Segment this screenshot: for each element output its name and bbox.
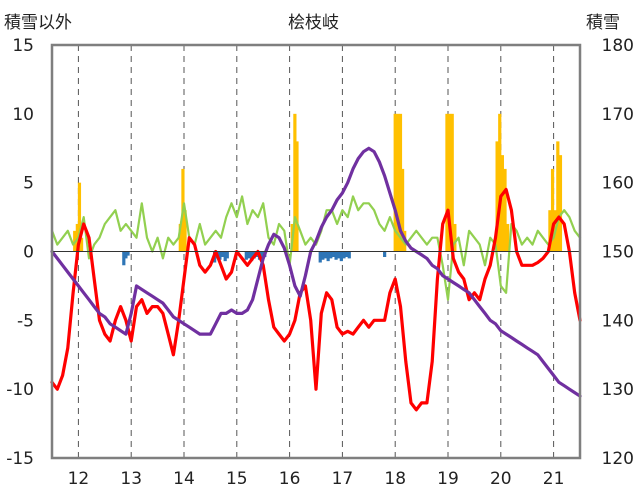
blue-bar (260, 251, 264, 259)
blue-bar (218, 251, 222, 260)
blue-bar (122, 251, 126, 266)
blue-bar (249, 251, 254, 262)
orange-bar (393, 113, 397, 252)
blue-bar (342, 251, 346, 259)
orange-bar (498, 113, 502, 252)
left-tick-label: 15 (12, 36, 34, 56)
right-tick-label: 150 (602, 243, 634, 263)
blue-bar (323, 251, 328, 259)
blue-bar (318, 251, 322, 263)
orange-bar (398, 113, 403, 252)
orange-bar (445, 113, 449, 252)
x-tick-label: 14 (173, 469, 195, 489)
x-axis-ticks: 12 13 14 15 16 17 18 19 20 21 (68, 469, 565, 489)
left-tick-label: -15 (6, 449, 34, 469)
blue-bar (334, 251, 338, 260)
left-tick-label: 5 (23, 174, 34, 194)
blue-bar (329, 251, 333, 259)
purple-series-line (50, 146, 582, 398)
blue-bar (124, 251, 128, 259)
right-tick-label: 120 (602, 449, 634, 469)
left-tick-label: 10 (12, 105, 34, 125)
chart-title: 桧枝岐 (288, 13, 339, 33)
blue-bar (345, 251, 349, 258)
orange-bar (548, 210, 552, 252)
series-lines (50, 146, 582, 412)
blue-bar (347, 251, 351, 259)
blue-bar (326, 251, 330, 262)
orange-bar (183, 210, 187, 252)
x-tick-label: 19 (437, 469, 459, 489)
x-tick-label: 21 (543, 469, 565, 489)
orange-bar (550, 168, 555, 252)
left-tick-label: -10 (6, 380, 34, 400)
plot-frame (50, 43, 582, 460)
blue-bar (223, 251, 227, 262)
orange-bar (400, 168, 405, 252)
blue-bar (383, 251, 387, 258)
orange-bar (453, 223, 457, 252)
orange-bar (79, 237, 84, 252)
left-axis-ticks: 15 10 5 0 -5 -10 -15 (6, 36, 34, 469)
x-tick-label: 12 (68, 469, 90, 489)
right-tick-label: 160 (602, 174, 634, 194)
blue-bar (220, 251, 225, 258)
orange-bar (558, 155, 563, 252)
x-tick-label: 15 (226, 469, 248, 489)
orange-bar (447, 113, 452, 252)
blue-bar (331, 251, 336, 258)
orange-bar (396, 113, 400, 252)
x-tick-label: 16 (279, 469, 301, 489)
right-tick-label: 130 (602, 380, 634, 400)
blue-bar (337, 251, 341, 259)
x-tick-label: 18 (384, 469, 406, 489)
left-axis-label: 積雪以外 (4, 13, 72, 33)
right-axis-ticks: 180 170 160 150 140 130 120 (602, 36, 634, 469)
right-axis-label: 積雪 (586, 13, 620, 33)
right-tick-label: 180 (602, 36, 634, 56)
orange-bar (556, 141, 560, 252)
orange-bar (178, 223, 182, 252)
orange-bar (500, 155, 504, 252)
orange-bar (77, 182, 82, 252)
right-tick-label: 140 (602, 311, 634, 331)
orange-bar (450, 113, 454, 252)
x-tick-label: 20 (490, 469, 512, 489)
orange-bar (295, 141, 299, 252)
red-series-line (50, 187, 582, 412)
blue-bar (244, 251, 248, 260)
left-tick-label: -5 (17, 311, 34, 331)
blue-bar (225, 251, 229, 259)
blue-bar (339, 251, 343, 262)
x-tick-label: 13 (120, 469, 142, 489)
orange-bar (293, 113, 297, 252)
orange-bar (506, 223, 510, 252)
left-tick-label: 0 (23, 243, 34, 263)
blue-bar (126, 251, 130, 256)
x-tick-label: 17 (332, 469, 354, 489)
blue-bar (321, 251, 325, 260)
orange-bar (495, 141, 499, 252)
right-tick-label: 170 (602, 105, 634, 125)
orange-bar (503, 168, 507, 252)
blue-bar (247, 251, 251, 259)
